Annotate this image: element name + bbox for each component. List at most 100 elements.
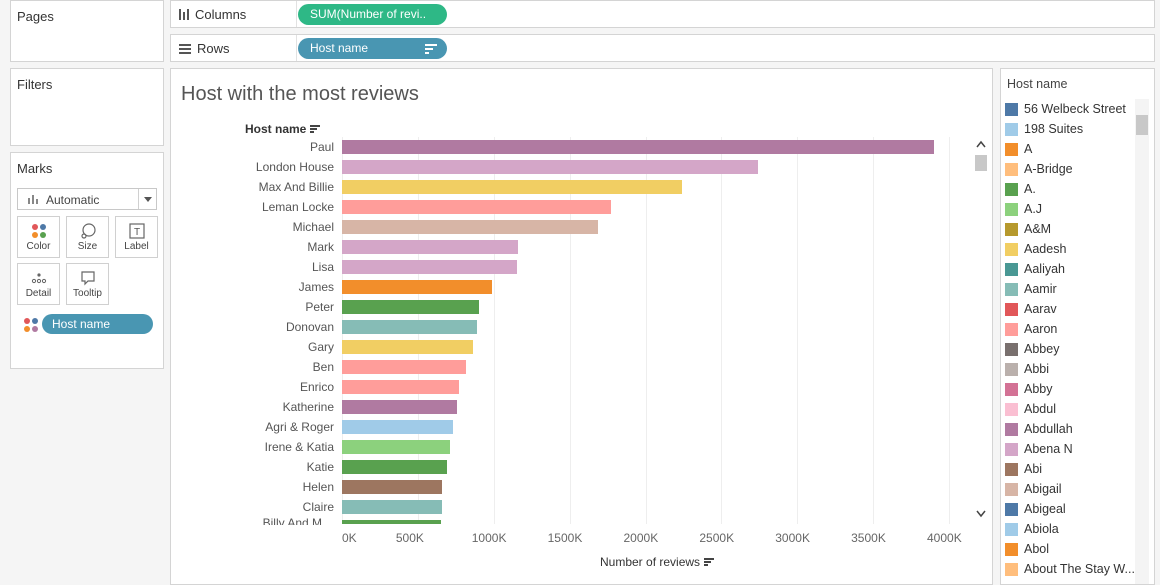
- legend-swatch: [1005, 342, 1018, 356]
- row-label[interactable]: James: [298, 280, 334, 294]
- chevron-down-icon[interactable]: [138, 189, 156, 209]
- sort-descending-icon[interactable]: [310, 124, 321, 134]
- row-label[interactable]: Michael: [292, 220, 334, 234]
- legend-item[interactable]: Abdul: [1005, 399, 1056, 419]
- row-label[interactable]: Helen: [302, 480, 334, 494]
- legend-scroll-thumb[interactable]: [1136, 115, 1148, 135]
- row-label[interactable]: Ben: [312, 360, 334, 374]
- columns-pill[interactable]: SUM(Number of revi..: [298, 4, 447, 25]
- bar[interactable]: [342, 420, 453, 434]
- row-label[interactable]: Katie: [306, 460, 334, 474]
- legend-swatch: [1005, 182, 1018, 196]
- legend-item[interactable]: A.: [1005, 179, 1036, 199]
- legend-swatch: [1005, 202, 1018, 216]
- bar[interactable]: [342, 160, 758, 174]
- rows-pill[interactable]: Host name: [298, 38, 447, 59]
- chart-scrollbar[interactable]: [973, 137, 989, 522]
- row-label[interactable]: Katherine: [282, 400, 334, 414]
- gridline: [569, 137, 571, 524]
- row-label[interactable]: Paul: [309, 140, 334, 154]
- legend-item[interactable]: A-Bridge: [1005, 159, 1073, 179]
- sort-descending-icon[interactable]: [704, 557, 715, 567]
- bar[interactable]: [342, 260, 517, 274]
- row-header[interactable]: Host name: [245, 122, 321, 136]
- color-button[interactable]: Color: [17, 216, 60, 258]
- bar[interactable]: [342, 220, 599, 234]
- row-label[interactable]: Max And Billie: [258, 180, 334, 194]
- label-button[interactable]: T Label: [115, 216, 158, 258]
- scroll-down-icon[interactable]: [976, 510, 986, 518]
- bar[interactable]: [342, 480, 443, 494]
- legend-item[interactable]: Abena N: [1005, 439, 1073, 459]
- bar[interactable]: [342, 200, 611, 214]
- sort-descending-icon[interactable]: [425, 44, 437, 54]
- bar[interactable]: [342, 400, 458, 414]
- bar[interactable]: [342, 440, 450, 454]
- legend-item[interactable]: Abol: [1005, 539, 1049, 559]
- legend-item[interactable]: Abby: [1005, 379, 1053, 399]
- bar[interactable]: [342, 240, 519, 254]
- mark-type-dropdown[interactable]: Automatic: [17, 188, 157, 210]
- legend-item[interactable]: A&M: [1005, 219, 1051, 239]
- row-label[interactable]: Donovan: [285, 320, 334, 334]
- legend-item[interactable]: Aarav: [1005, 299, 1057, 319]
- bar[interactable]: [342, 180, 682, 194]
- legend-item[interactable]: Aadesh: [1005, 239, 1066, 259]
- bar[interactable]: [342, 300, 479, 314]
- detail-button[interactable]: Detail: [17, 263, 60, 305]
- row-label[interactable]: Claire: [302, 500, 334, 514]
- bar[interactable]: [342, 520, 441, 524]
- legend-item[interactable]: Abiola: [1005, 519, 1059, 539]
- tooltip-button[interactable]: Tooltip: [66, 263, 109, 305]
- marks-panel: Marks Automatic Color Size T Label Detai…: [10, 152, 164, 369]
- legend-item[interactable]: Abi: [1005, 459, 1042, 479]
- row-label[interactable]: Agri & Roger: [265, 420, 334, 434]
- legend-swatch: [1005, 482, 1018, 496]
- legend-label: Abi: [1024, 462, 1043, 476]
- bar[interactable]: [342, 460, 447, 474]
- bar[interactable]: [342, 360, 467, 374]
- row-label[interactable]: Gary: [307, 340, 334, 354]
- legend-scrollbar[interactable]: [1135, 99, 1149, 584]
- row-label[interactable]: Leman Locke: [261, 200, 334, 214]
- gridline: [873, 137, 875, 524]
- legend-label: Aaron: [1024, 322, 1058, 336]
- bar[interactable]: [342, 340, 473, 354]
- legend-swatch: [1005, 422, 1018, 436]
- color-field-pill[interactable]: Host name: [42, 314, 153, 334]
- tooltip-icon: [80, 271, 95, 286]
- columns-shelf[interactable]: Columns SUM(Number of revi..: [170, 0, 1155, 28]
- legend-item[interactable]: About The Stay W...: [1005, 559, 1135, 579]
- scroll-up-icon[interactable]: [976, 140, 986, 148]
- bar[interactable]: [342, 500, 443, 514]
- legend-item[interactable]: Abigail: [1005, 479, 1062, 499]
- legend-item[interactable]: Aaron: [1005, 319, 1057, 339]
- legend-item[interactable]: Aaliyah: [1005, 259, 1065, 279]
- bar[interactable]: [342, 320, 478, 334]
- legend-item[interactable]: Abdullah: [1005, 419, 1073, 439]
- row-label[interactable]: Mark: [307, 240, 334, 254]
- row-label[interactable]: Lisa: [311, 260, 334, 274]
- bar[interactable]: [342, 380, 459, 394]
- bar[interactable]: [342, 280, 493, 294]
- legend-label: A.J: [1024, 202, 1043, 216]
- legend-item[interactable]: A: [1005, 139, 1032, 159]
- row-label[interactable]: Peter: [305, 300, 334, 314]
- legend-item[interactable]: 56 Welbeck Street: [1005, 99, 1126, 119]
- bar[interactable]: [342, 140, 934, 154]
- size-button[interactable]: Size: [66, 216, 109, 258]
- legend-item[interactable]: Aamir: [1005, 279, 1057, 299]
- legend-item[interactable]: 198 Suites: [1005, 119, 1083, 139]
- row-label[interactable]: Enrico: [299, 380, 334, 394]
- legend-item[interactable]: Abbi: [1005, 359, 1049, 379]
- row-label[interactable]: London House: [255, 160, 334, 174]
- filters-panel[interactable]: Filters: [10, 68, 164, 146]
- legend-swatch: [1005, 362, 1018, 376]
- legend-item[interactable]: A.J: [1005, 199, 1042, 219]
- row-label[interactable]: Irene & Katia: [264, 440, 334, 454]
- scroll-thumb[interactable]: [975, 155, 987, 171]
- rows-shelf[interactable]: Rows Host name: [170, 34, 1155, 62]
- x-axis-title[interactable]: Number of reviews: [600, 555, 715, 569]
- legend-item[interactable]: Abigeal: [1005, 499, 1066, 519]
- legend-item[interactable]: Abbey: [1005, 339, 1059, 359]
